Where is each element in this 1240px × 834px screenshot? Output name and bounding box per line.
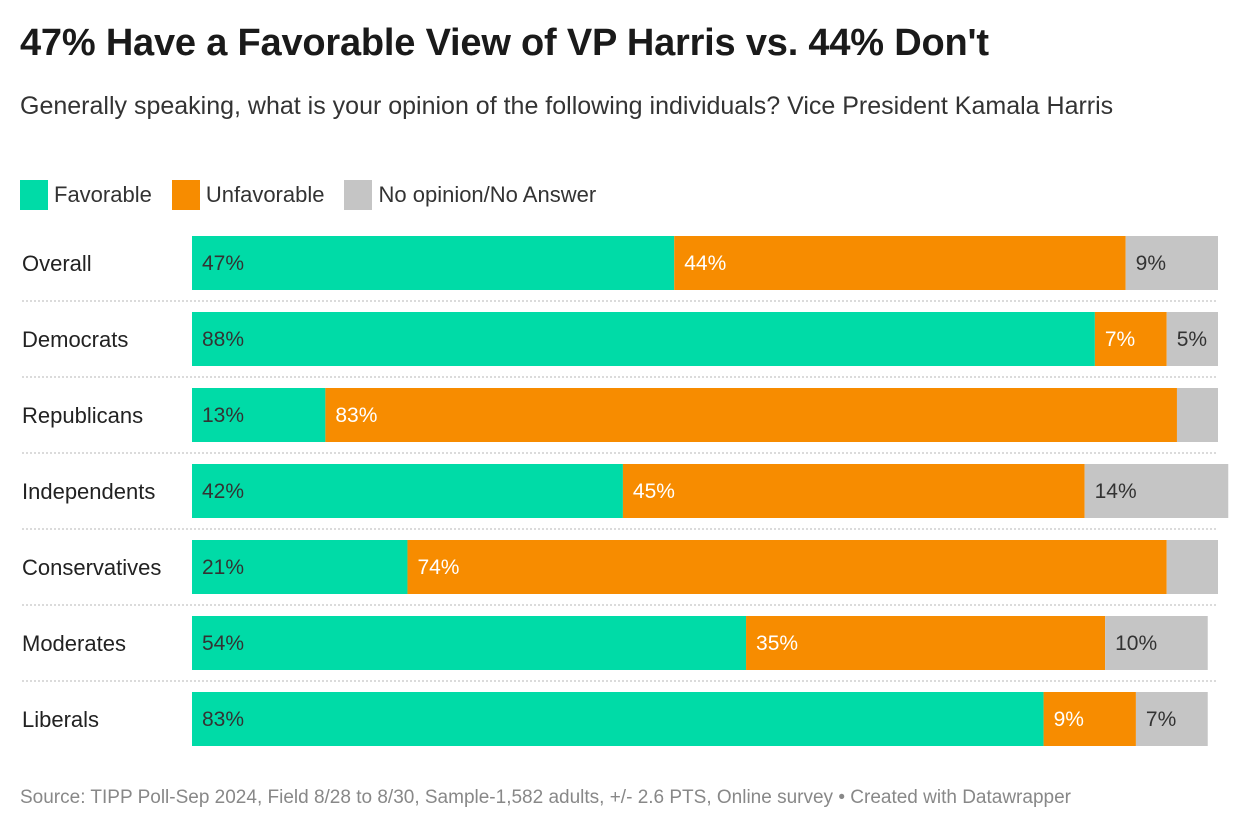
category-label-independents: Independents [22,479,155,504]
bar-conservatives-series-0 [192,540,408,594]
data-label-moderates-series-0: 54% [202,632,244,655]
bar-liberals-series-2 [1135,692,1208,746]
bar-conservatives-series-1 [407,540,1167,594]
data-label-republicans-series-1: 83% [335,404,377,427]
chart-subtitle: Generally speaking, what is your opinion… [20,92,1114,120]
bar-republicans-series-1 [325,388,1177,442]
data-label-independents-series-1: 45% [633,480,675,503]
data-label-moderates-series-1: 35% [756,632,798,655]
bar-conservatives-series-2 [1166,540,1218,594]
data-label-democrats-series-2: 5% [1177,328,1207,351]
data-label-democrats-series-1: 7% [1105,328,1135,351]
bar-democrats-series-2 [1166,312,1218,366]
bar-republicans-series-2 [1176,388,1218,442]
bar-moderates-series-1 [746,616,1106,670]
category-label-conservatives: Conservatives [22,555,161,580]
legend-item-no-opinion: No opinion/No Answer [344,180,596,210]
bar-independents-series-0 [192,464,623,518]
stacked-bar-chart: Overall 47% 44% 9% Democrats 88% 7% 5% Republica… [22,236,1229,746]
bar-liberals-series-0 [192,692,1044,746]
data-label-liberals-series-0: 83% [202,708,244,731]
bar-democrats-series-1 [1094,312,1167,366]
legend-item-favorable: Favorable [20,180,152,210]
chart-title: 47% Have a Favorable View of VP Harris v… [20,22,989,64]
data-label-liberals-series-2: 7% [1146,708,1176,731]
bar-independents-series-2 [1084,464,1229,518]
bar-moderates-series-0 [192,616,747,670]
category-label-moderates: Moderates [22,631,126,656]
bar-liberals-series-1 [1043,692,1136,746]
data-label-democrats-series-0: 88% [202,328,244,351]
bar-overall-series-2 [1125,236,1218,290]
bar-overall-series-1 [674,236,1126,290]
bar-republicans-series-0 [192,388,326,442]
bar-independents-series-1 [622,464,1085,518]
legend-swatch-unfavorable [171,180,200,210]
data-label-overall-series-2: 9% [1136,252,1166,275]
legend: Favorable Unfavorable No opinion/No Answ… [20,180,616,210]
category-label-liberals: Liberals [22,707,99,732]
data-label-republicans-series-0: 13% [202,404,244,427]
legend-item-unfavorable: Unfavorable [171,180,325,210]
legend-label-unfavorable: Unfavorable [205,182,325,207]
data-label-liberals-series-1: 9% [1054,708,1084,731]
data-label-overall-series-1: 44% [684,252,726,275]
legend-label-no-opinion: No opinion/No Answer [378,182,597,207]
bar-democrats-series-0 [192,312,1095,366]
category-label-democrats: Democrats [22,327,128,352]
source-footer: Source: TIPP Poll-Sep 2024, Field 8/28 t… [20,787,1071,808]
legend-label-favorable: Favorable [54,182,152,207]
bar-moderates-series-2 [1105,616,1208,670]
data-label-independents-series-2: 14% [1095,480,1137,503]
data-label-overall-series-0: 47% [202,252,244,275]
category-label-republicans: Republicans [22,403,143,428]
legend-swatch-favorable [20,180,48,210]
data-label-conservatives-series-1: 74% [417,556,459,579]
data-label-conservatives-series-0: 21% [202,556,244,579]
bar-overall-series-0 [192,236,675,290]
category-label-overall: Overall [22,251,92,276]
data-label-moderates-series-2: 10% [1115,632,1157,655]
legend-swatch-no-opinion [344,180,373,210]
data-label-independents-series-0: 42% [202,480,244,503]
